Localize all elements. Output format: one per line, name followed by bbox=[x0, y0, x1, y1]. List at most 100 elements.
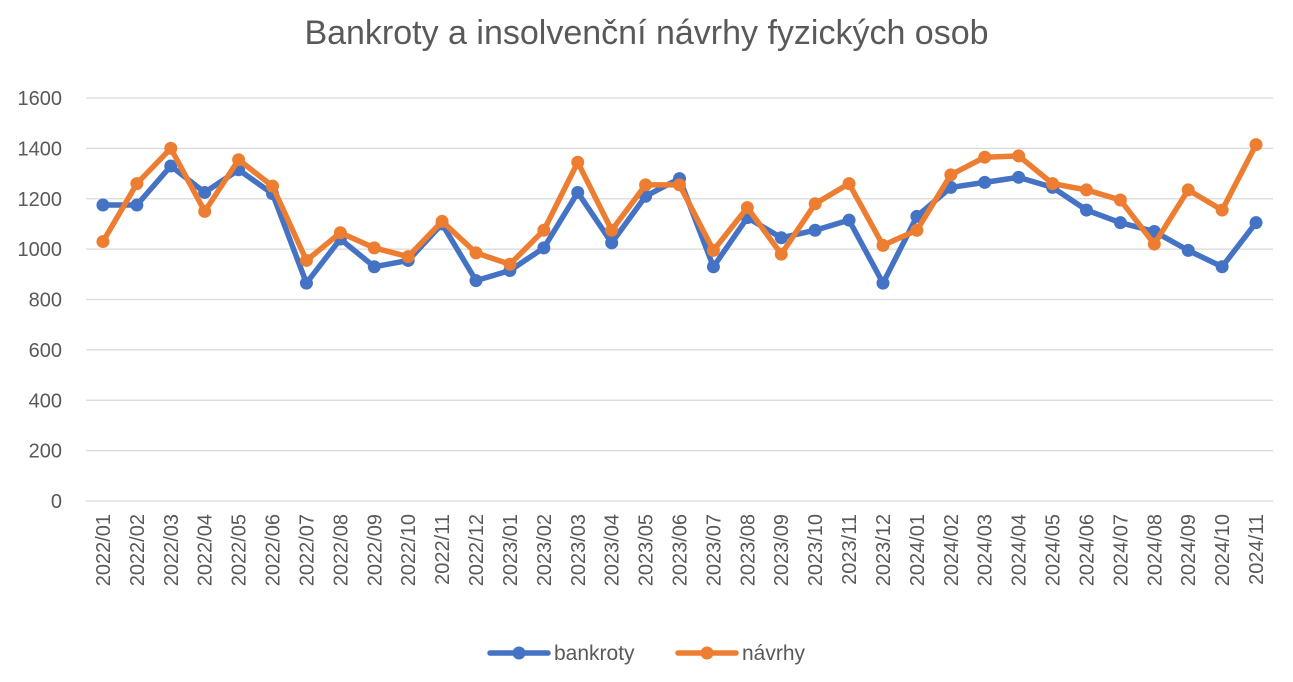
data-point bbox=[1215, 203, 1229, 217]
legend-label: bankroty bbox=[554, 642, 635, 665]
data-point bbox=[130, 177, 144, 191]
data-point bbox=[1079, 203, 1093, 217]
data-point bbox=[503, 257, 517, 271]
x-tick-label: 2022/09 bbox=[364, 514, 386, 586]
x-axis-ticks: 2022/01 2022/02 2022/03 2022/04 2022/05 2022/… bbox=[93, 514, 1268, 586]
data-point bbox=[96, 198, 110, 212]
data-point bbox=[367, 260, 381, 274]
data-point bbox=[198, 204, 212, 218]
data-point bbox=[571, 185, 585, 199]
legend-label: návrhy bbox=[742, 642, 806, 665]
data-point bbox=[1113, 193, 1127, 207]
data-point bbox=[198, 185, 212, 199]
x-tick-label: 2023/04 bbox=[602, 514, 624, 586]
x-tick-label: 2023/06 bbox=[670, 514, 692, 586]
data-point bbox=[910, 223, 924, 237]
data-point bbox=[1012, 170, 1026, 184]
legend-item: návrhy bbox=[675, 642, 806, 665]
data-point bbox=[571, 155, 585, 169]
x-tick-label: 2022/08 bbox=[330, 514, 352, 586]
x-tick-label: 2022/05 bbox=[229, 514, 251, 586]
legend-swatch-marker bbox=[512, 646, 526, 660]
data-point bbox=[266, 179, 280, 193]
data-point bbox=[673, 178, 686, 192]
legend-item: bankroty bbox=[487, 642, 635, 665]
data-point bbox=[537, 241, 551, 255]
x-tick-label: 2024/08 bbox=[1144, 514, 1166, 586]
y-tick-label: 1600 bbox=[18, 88, 63, 110]
data-point bbox=[333, 226, 347, 240]
y-tick-label: 400 bbox=[29, 390, 62, 412]
y-tick-label: 200 bbox=[29, 441, 62, 463]
data-point bbox=[876, 276, 890, 290]
data-point bbox=[808, 197, 822, 211]
x-tick-label: 2022/10 bbox=[398, 514, 420, 586]
data-point bbox=[842, 213, 856, 227]
chart-title: Bankroty a insolvenční návrhy fyzických … bbox=[304, 14, 989, 52]
x-tick-label: 2023/03 bbox=[568, 514, 590, 586]
data-point bbox=[1046, 177, 1060, 191]
data-point bbox=[469, 274, 483, 288]
x-tick-label: 2023/01 bbox=[500, 514, 522, 586]
x-tick-label: 2024/05 bbox=[1043, 514, 1065, 586]
x-tick-label: 2023/07 bbox=[703, 514, 725, 586]
data-point bbox=[164, 159, 178, 173]
data-point bbox=[164, 141, 178, 155]
data-point bbox=[1181, 183, 1195, 197]
x-tick-label: 2022/01 bbox=[93, 514, 115, 586]
x-tick-label: 2024/07 bbox=[1110, 514, 1132, 586]
x-tick-label: 2024/04 bbox=[1009, 514, 1031, 586]
gridlines bbox=[86, 97, 1273, 502]
x-tick-label: 2024/02 bbox=[941, 514, 963, 586]
data-point bbox=[842, 177, 856, 191]
data-point bbox=[605, 236, 619, 250]
y-tick-label: 1200 bbox=[18, 189, 63, 211]
legend-swatch-marker bbox=[700, 646, 714, 660]
x-tick-label: 2023/11 bbox=[839, 514, 861, 585]
x-tick-label: 2024/01 bbox=[907, 514, 929, 586]
data-point bbox=[367, 241, 381, 255]
data-point bbox=[944, 168, 958, 182]
data-point bbox=[978, 175, 992, 189]
data-point bbox=[1147, 237, 1161, 251]
x-tick-label: 2022/12 bbox=[466, 514, 488, 586]
y-axis-ticks: 0 200 400 600 800 1000 1200 1400 1600 bbox=[18, 88, 63, 513]
x-tick-label: 2024/10 bbox=[1212, 514, 1234, 586]
x-tick-label: 2023/09 bbox=[771, 514, 793, 586]
x-tick-label: 2022/07 bbox=[296, 514, 318, 586]
y-tick-label: 1400 bbox=[18, 138, 63, 160]
data-point bbox=[706, 243, 720, 257]
data-point bbox=[740, 201, 754, 215]
x-tick-label: 2024/11 bbox=[1246, 514, 1268, 585]
data-point bbox=[1215, 260, 1229, 274]
data-point bbox=[1113, 216, 1127, 230]
x-tick-label: 2024/03 bbox=[975, 514, 997, 586]
data-point bbox=[808, 223, 822, 237]
y-tick-label: 600 bbox=[29, 340, 62, 362]
data-point bbox=[1012, 149, 1026, 163]
series-návrhy bbox=[96, 138, 1263, 271]
y-tick-label: 0 bbox=[51, 491, 62, 513]
series-lines bbox=[96, 138, 1263, 290]
x-tick-label: 2022/04 bbox=[195, 514, 217, 586]
data-point bbox=[299, 253, 313, 267]
x-tick-label: 2023/08 bbox=[737, 514, 759, 586]
data-point bbox=[232, 153, 246, 167]
x-tick-label: 2022/02 bbox=[127, 514, 149, 586]
data-point bbox=[1181, 243, 1195, 257]
data-point bbox=[876, 238, 890, 252]
x-tick-label: 2024/09 bbox=[1178, 514, 1200, 586]
y-tick-label: 800 bbox=[29, 290, 62, 312]
x-tick-label: 2022/06 bbox=[263, 514, 285, 586]
data-point bbox=[130, 198, 144, 212]
x-tick-label: 2023/12 bbox=[873, 514, 895, 586]
data-point bbox=[435, 214, 449, 228]
x-tick-label: 2023/10 bbox=[805, 514, 827, 586]
legend: bankroty návrhy bbox=[487, 642, 806, 665]
x-tick-label: 2023/02 bbox=[534, 514, 556, 586]
data-point bbox=[774, 231, 788, 245]
x-tick-label: 2022/03 bbox=[161, 514, 183, 586]
data-point bbox=[96, 235, 110, 249]
